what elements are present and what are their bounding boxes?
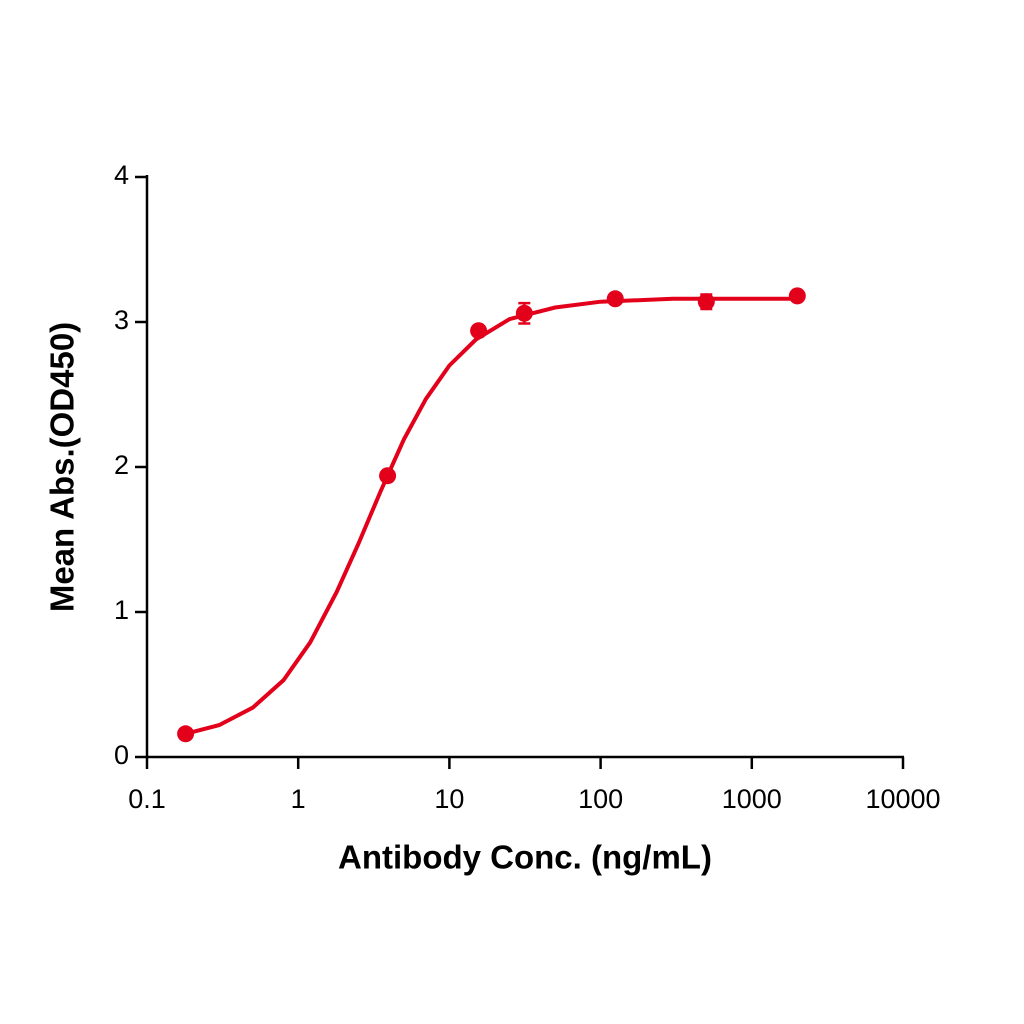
y-tick-label: 0 (114, 740, 129, 770)
x-tick-label: 10000 (865, 784, 940, 814)
y-tick-label: 4 (114, 160, 129, 190)
data-point (470, 322, 488, 340)
x-tick-label: 0.1 (128, 784, 166, 814)
data-point (379, 467, 397, 485)
data-point (788, 287, 806, 305)
y-tick-label: 1 (114, 595, 129, 625)
x-axis-label: Antibody Conc. (ng/mL) (338, 839, 712, 876)
y-tick-label: 2 (114, 450, 129, 480)
x-tick-label: 1 (291, 784, 306, 814)
data-point (515, 304, 533, 322)
data-point (697, 293, 715, 311)
y-tick-label: 3 (114, 305, 129, 335)
data-point (606, 290, 624, 308)
data-point (177, 725, 195, 743)
x-tick-label: 100 (578, 784, 623, 814)
fit-curve (185, 296, 798, 736)
x-tick-label: 10 (434, 784, 464, 814)
x-tick-label: 1000 (722, 784, 782, 814)
y-axis-label: Mean Abs.(OD450) (44, 322, 81, 612)
